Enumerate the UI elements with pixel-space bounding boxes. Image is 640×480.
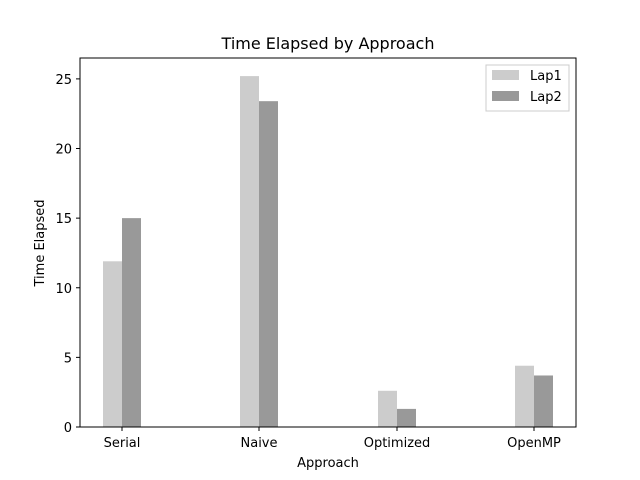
x-tick-label: Naive [241,436,278,451]
y-tick-label: 10 [55,282,72,297]
plot-frame [79,57,577,428]
x-tick-label: OpenMP [507,436,561,451]
legend: Lap1 Lap2 [485,64,570,112]
bar-lap2-openmp [534,375,553,427]
legend-swatch-lap1 [492,70,519,80]
bar-lap2-optimized [397,408,416,427]
chart-title: Time Elapsed by Approach [221,34,435,53]
bar-lap1-serial [103,261,122,427]
y-axis: 0 5 10 15 20 25 [55,73,80,436]
x-axis: Serial Naive Optimized OpenMP [104,427,561,451]
x-tick-label: Serial [104,436,141,451]
bar-lap1-naive [240,76,259,428]
y-tick-label: 20 [55,143,72,158]
legend-label-lap2: Lap2 [530,90,562,105]
bars-group [103,76,553,428]
y-tick-label: 15 [55,212,72,227]
bar-lap1-optimized [378,390,397,427]
y-tick-label: 0 [64,421,72,436]
bar-lap2-naive [259,101,278,427]
bar-lap2-serial [122,218,141,427]
y-tick-label: 5 [64,351,72,366]
legend-label-lap1: Lap1 [530,69,562,84]
x-axis-label: Approach [297,456,359,471]
x-tick-label: Optimized [364,436,431,451]
y-axis-label: Time Elapsed [33,199,48,287]
bar-lap1-openmp [515,365,534,427]
y-tick-label: 25 [55,73,72,88]
legend-swatch-lap2 [492,91,519,101]
